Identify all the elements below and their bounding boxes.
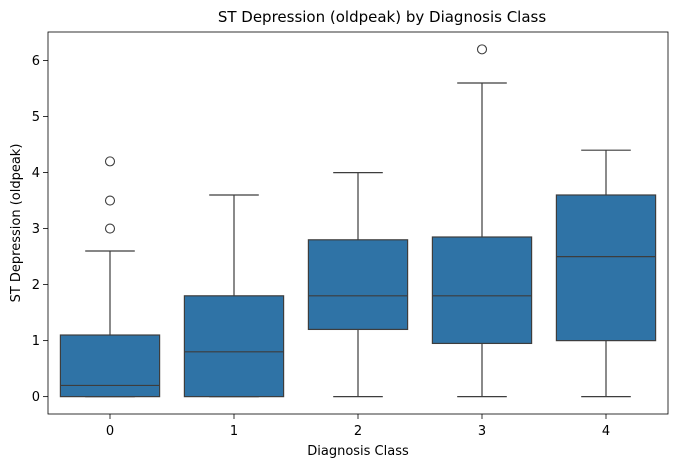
x-tick-label: 3 [478, 424, 486, 439]
chart-title: ST Depression (oldpeak) by Diagnosis Cla… [218, 8, 547, 26]
y-axis-title: ST Depression (oldpeak) [9, 144, 24, 303]
box-group-3 [431, 44, 533, 398]
plot-area [59, 44, 657, 398]
outlier-point [104, 156, 116, 167]
x-tick-label: 4 [602, 424, 610, 439]
box-group-0 [59, 156, 161, 398]
box [431, 236, 533, 345]
box [307, 239, 409, 331]
x-tick-label: 2 [354, 424, 362, 439]
y-tick-label: 5 [32, 110, 40, 125]
outlier-point [104, 195, 116, 206]
outlier-point [104, 223, 116, 234]
x-tick-label: 0 [106, 424, 114, 439]
box [555, 194, 657, 342]
box [59, 334, 161, 398]
y-tick-label: 0 [32, 390, 40, 405]
y-tick-label: 4 [32, 166, 40, 181]
y-tick-label: 1 [32, 334, 40, 349]
x-axis: 0 1 2 3 4 [106, 414, 610, 439]
box-group-2 [307, 171, 409, 398]
outlier-point [476, 44, 488, 55]
box-group-4 [555, 149, 657, 398]
y-tick-label: 2 [32, 278, 40, 293]
box-group-1 [183, 194, 285, 398]
x-tick-label: 1 [230, 424, 238, 439]
box [183, 295, 285, 398]
y-tick-label: 3 [32, 222, 40, 237]
y-tick-label: 6 [32, 54, 40, 69]
y-axis: 0 1 2 3 4 5 6 [32, 54, 48, 405]
x-axis-title: Diagnosis Class [307, 444, 409, 459]
